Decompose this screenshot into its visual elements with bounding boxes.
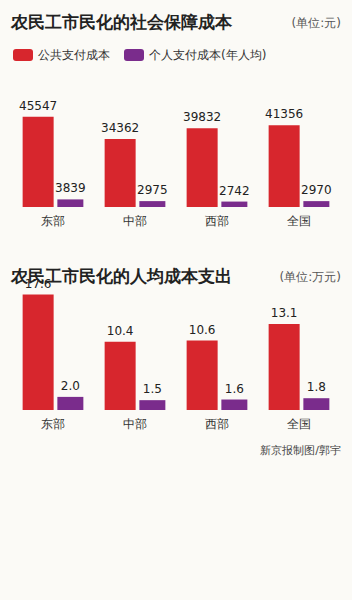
svg-text:39832: 39832 — [183, 110, 221, 124]
svg-text:全国: 全国 — [287, 214, 311, 228]
svg-text:2.0: 2.0 — [61, 379, 80, 393]
svg-text:东部: 东部 — [41, 417, 65, 431]
svg-text:(单位:万元): (单位:万元) — [280, 270, 341, 284]
svg-text:2742: 2742 — [219, 184, 250, 198]
svg-text:东部: 东部 — [41, 214, 65, 228]
svg-text:45547: 45547 — [19, 99, 57, 113]
svg-text:1.5: 1.5 — [143, 382, 162, 396]
svg-text:农民工市民化的人均成本支出: 农民工市民化的人均成本支出 — [10, 266, 232, 286]
svg-text:公共支付成本: 公共支付成本 — [38, 48, 110, 62]
svg-text:个人支付成本(年人均): 个人支付成本(年人均) — [149, 48, 266, 62]
svg-text:2975: 2975 — [137, 183, 168, 197]
svg-text:全国: 全国 — [287, 417, 311, 431]
svg-text:中部: 中部 — [123, 417, 147, 431]
svg-text:中部: 中部 — [123, 214, 147, 228]
svg-text:西部: 西部 — [205, 214, 229, 228]
svg-text:13.1: 13.1 — [271, 306, 298, 320]
svg-text:新京报制图/郭宇: 新京报制图/郭宇 — [260, 444, 341, 457]
svg-text:西部: 西部 — [205, 417, 229, 431]
svg-text:34362: 34362 — [101, 121, 139, 135]
svg-text:10.6: 10.6 — [189, 323, 216, 337]
svg-text:2970: 2970 — [301, 183, 332, 197]
svg-text:1.6: 1.6 — [225, 382, 244, 396]
svg-text:1.8: 1.8 — [307, 380, 326, 394]
svg-text:41356: 41356 — [265, 107, 303, 121]
svg-text:3839: 3839 — [55, 181, 86, 195]
svg-text:10.4: 10.4 — [107, 324, 134, 338]
svg-text:(单位:元): (单位:元) — [292, 16, 341, 30]
svg-text:农民工市民化的社会保障成本: 农民工市民化的社会保障成本 — [10, 12, 233, 32]
